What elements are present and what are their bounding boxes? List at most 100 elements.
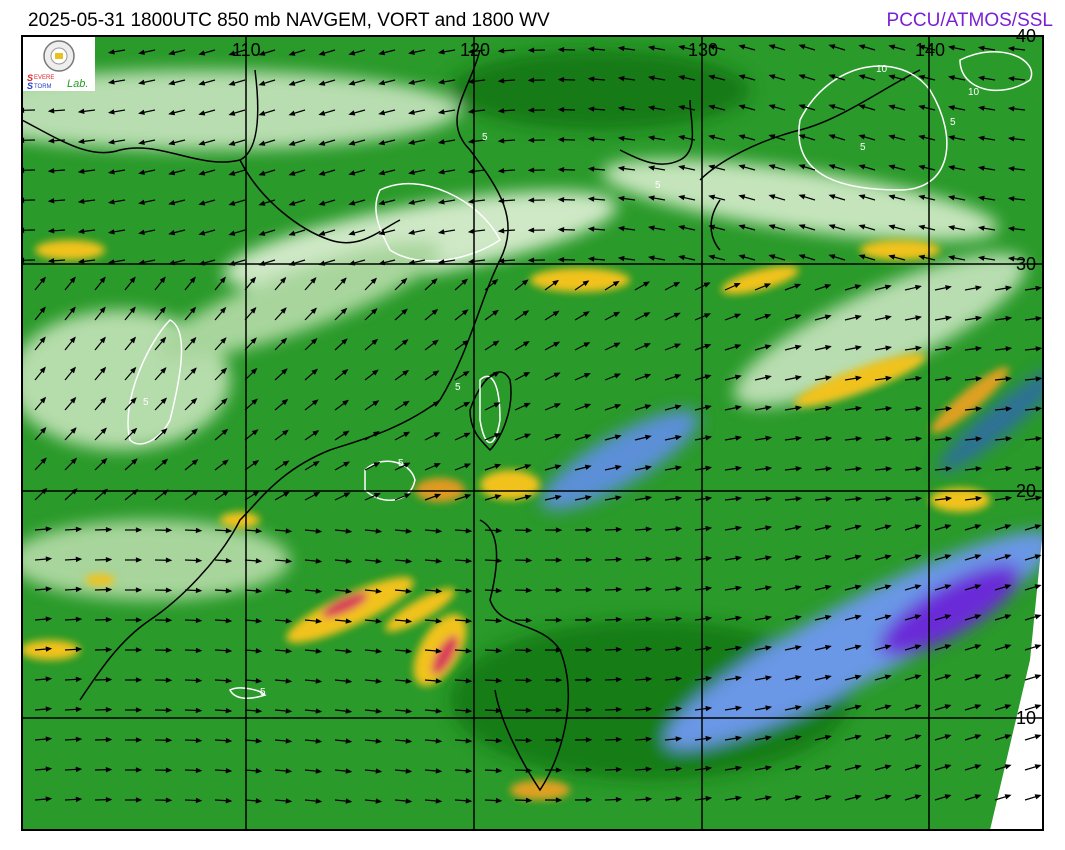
wind-arrow-head — [858, 44, 866, 50]
wind-arrow-head — [854, 764, 862, 770]
wind-arrow-head — [100, 457, 108, 465]
wind-arrow-head — [977, 135, 985, 141]
wind-arrow-head — [765, 765, 772, 771]
wind-arrow-head — [228, 50, 236, 56]
wind-arrow-head — [584, 434, 592, 440]
wind-arrow-head — [372, 400, 380, 407]
wind-arrow-head — [491, 278, 499, 286]
wind-arrow-head — [798, 194, 806, 200]
water-vapor-imagery: 5 5 5 5 5 5 5 10 10 5 — [22, 36, 1043, 830]
wind-arrow-head — [557, 256, 565, 263]
wind-arrow-head — [228, 230, 236, 236]
wind-arrow-head — [99, 336, 106, 344]
wind-arrow-head — [645, 646, 653, 652]
wind-arrow-head — [585, 797, 593, 803]
wind-arrow-head — [945, 315, 953, 321]
wind-arrow-head — [855, 496, 863, 502]
wind-arrow-head — [225, 737, 233, 744]
wind-arrow-head — [795, 645, 802, 651]
wind-arrow-head — [135, 647, 143, 653]
wind-arrow-head — [493, 371, 501, 377]
wind-arrow-head — [948, 195, 955, 201]
wind-arrow-head — [974, 704, 982, 710]
wind-arrow-head — [220, 306, 227, 314]
wind-arrow-head — [315, 708, 323, 714]
wind-arrow-head — [288, 170, 296, 176]
wind-arrow-head — [255, 558, 263, 564]
wind-arrow-head — [552, 310, 560, 317]
wind-arrow-head — [225, 797, 233, 804]
wind-arrow-head — [345, 768, 353, 774]
wind-arrow-head — [318, 230, 326, 236]
svg-text:S: S — [27, 81, 33, 91]
wind-arrow-head — [824, 674, 832, 681]
wind-arrow-head — [824, 704, 832, 711]
wind-arrow-head — [281, 368, 288, 375]
contour-label: 5 — [398, 458, 404, 469]
wind-arrow-head — [135, 677, 143, 683]
wind-arrow-head — [527, 257, 535, 263]
wind-arrow-head — [705, 675, 713, 682]
wind-arrow-head — [130, 397, 137, 404]
wind-arrow-head — [311, 368, 319, 375]
wind-arrow-head — [45, 556, 53, 562]
wind-arrow-head — [198, 230, 206, 236]
wind-arrow-head — [615, 766, 623, 773]
wind-arrow-head — [310, 277, 317, 284]
wind-arrow-head — [1004, 794, 1012, 800]
wind-arrow-head — [345, 618, 353, 624]
wind-arrow-head — [854, 614, 862, 620]
wind-arrow-head — [495, 707, 503, 714]
coastlines — [22, 49, 921, 792]
wind-arrow-head — [405, 678, 413, 684]
wind-arrow-head — [99, 306, 106, 314]
wind-arrow-head — [735, 735, 743, 741]
wind-arrow-head — [345, 558, 353, 564]
wind-arrow-head — [47, 108, 55, 114]
wind-arrow-head — [375, 588, 383, 594]
wind-arrow-head — [70, 457, 78, 465]
wind-arrow-head — [858, 74, 866, 80]
wind-arrow-head — [645, 796, 653, 802]
wind-arrow-head — [69, 306, 76, 314]
wind-arrow-head — [282, 460, 290, 467]
svg-text:TORM: TORM — [34, 84, 52, 90]
wind-arrow-head — [764, 313, 772, 320]
wind-arrow-head — [915, 315, 922, 321]
wind-arrow-head — [348, 80, 356, 86]
wind-arrow-head — [45, 616, 53, 622]
wind-arrow-head — [885, 406, 893, 412]
wind-arrow-head — [555, 617, 563, 623]
wind-arrow-head — [795, 675, 802, 681]
wind-arrow-head — [855, 405, 863, 412]
wind-arrow-head — [1035, 346, 1043, 352]
wind-arrow-head — [1004, 614, 1012, 620]
wind-arrow-head — [75, 676, 83, 683]
wind-arrow-head — [45, 796, 53, 802]
wind-arrow-head — [884, 614, 892, 620]
wind-arrow-head — [432, 339, 439, 346]
wind-arrow-head — [884, 704, 892, 710]
wind-arrow-head — [77, 168, 85, 175]
wind-arrow-head — [159, 276, 166, 284]
wind-arrow-head — [948, 45, 955, 51]
wind-arrow-head — [105, 526, 113, 533]
wind-arrow-head — [39, 276, 46, 284]
wind-arrow-head — [258, 230, 266, 236]
wind-arrow-head — [708, 104, 716, 110]
wind-arrow-head — [402, 400, 410, 407]
contour-label: 5 — [260, 687, 266, 698]
wind-arrow-head — [462, 370, 470, 377]
wind-arrow-head — [495, 737, 503, 744]
wind-arrow-head — [465, 558, 473, 564]
wind-arrow-head — [348, 140, 356, 146]
wind-arrow-head — [945, 406, 953, 412]
wind-arrow-head — [798, 104, 806, 110]
wind-arrow-head — [675, 766, 683, 772]
wind-arrow-head — [765, 496, 773, 502]
wind-arrow-head — [915, 436, 923, 442]
wind-arrow-head — [735, 405, 742, 411]
wind-arrow-head — [70, 427, 77, 434]
wind-arrow-head — [1034, 734, 1042, 740]
wind-arrow-head — [105, 676, 113, 683]
